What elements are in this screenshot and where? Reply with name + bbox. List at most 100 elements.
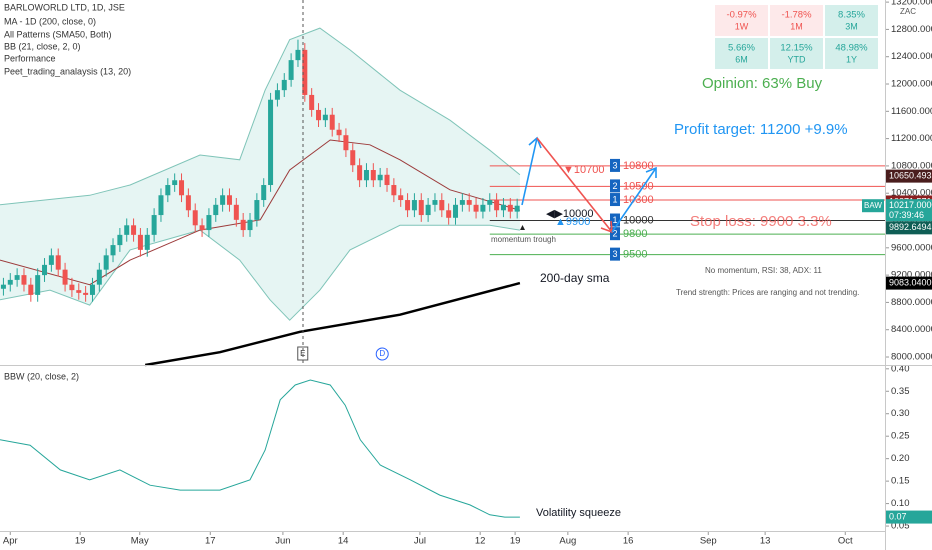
level-rank: 2 (612, 181, 617, 191)
candle-body (213, 204, 219, 216)
line (0, 27, 521, 206)
price-label: 9083.0400 (889, 277, 932, 287)
opinion: Opinion: 63% Buy (702, 75, 823, 92)
pivot-mark: ◀▶10000 (546, 208, 594, 220)
x-tick-label: Apr (3, 536, 18, 547)
candle-body (453, 204, 459, 218)
level-rank-box (610, 158, 620, 172)
candle-body (192, 210, 198, 226)
performance-cell (825, 38, 878, 69)
candle-body (28, 284, 34, 295)
level-rank: 1 (612, 215, 617, 225)
y-tick-label: 12400.0000 (891, 51, 932, 62)
candle-body (261, 185, 267, 201)
candle-body (137, 234, 143, 250)
symbol-tag-box (862, 199, 884, 213)
performance-change: 12.15% (780, 43, 813, 54)
y-tick-label: 9600.0000 (891, 242, 932, 253)
candle-body (151, 215, 157, 235)
y-tick-label: 12800.0000 (891, 24, 932, 35)
candle-body (384, 174, 390, 186)
candle-body (425, 204, 431, 216)
performance-cell (715, 5, 768, 36)
line (0, 379, 520, 518)
candle-body (206, 215, 212, 231)
candle-body (233, 204, 239, 220)
profit-target: Profit target: 11200 +9.9% (674, 121, 848, 138)
band-fill (0, 28, 520, 321)
stop-loss: Stop loss: 9900 3.3% (690, 213, 832, 230)
candle-body (398, 195, 404, 201)
price-label: 9892.6494 (889, 222, 932, 232)
momentum-note: No momentum, RSI: 38, ADX: 11 (705, 266, 822, 275)
y-tick-label: 0.05 (891, 521, 910, 532)
candle-body (35, 275, 41, 295)
y-tick-label: 11200.0000 (891, 133, 932, 144)
candle-body (480, 204, 486, 212)
exchange-tag: ZAC (900, 7, 916, 16)
level-label: 10300 (623, 194, 654, 206)
level-rank-box (610, 193, 620, 207)
arrow-up (521, 137, 538, 206)
x-tick-label: 12 (475, 536, 486, 547)
line (0, 224, 520, 321)
price-label: 0.07 (889, 511, 907, 521)
candle-body (357, 165, 363, 181)
candle-body (418, 200, 424, 216)
candle-body (172, 180, 178, 186)
stop-mark: ▲9900 (555, 216, 590, 228)
x-tick-label: 19 (510, 536, 521, 547)
countdown: 07:39:46 (889, 210, 924, 220)
price-label-box (886, 276, 932, 290)
symbol-tag: BAW (864, 201, 882, 210)
symbol-title: BARLOWORLD LTD, 1D, JSE (4, 2, 125, 12)
candle-body (185, 195, 191, 211)
candle-body (507, 204, 513, 212)
level-rank: 1 (612, 194, 617, 204)
candle-body (89, 284, 95, 295)
y-tick-label: 8400.0000 (891, 324, 932, 335)
x-tick-label: Sep (700, 536, 717, 547)
candle-body (274, 90, 280, 100)
event-marker (375, 347, 389, 361)
y-tick-label: 0.20 (891, 453, 910, 464)
candle-body (226, 195, 232, 205)
candle-body (411, 200, 417, 211)
performance-period: 1W (735, 21, 749, 31)
candle-body (514, 205, 520, 212)
x-tick-label: Aug (559, 536, 576, 547)
level-label: 10000 (623, 214, 654, 226)
indicator-name: Performance (4, 53, 56, 63)
event-label: E (300, 349, 305, 358)
level-rank-box (610, 227, 620, 241)
candle-body (500, 204, 506, 211)
candle-body (21, 275, 27, 285)
price-label: 10217.0000 (889, 200, 932, 210)
arrow-up (611, 167, 657, 233)
candle-body (268, 99, 274, 186)
candle-body (494, 200, 500, 211)
candle-body (144, 234, 150, 250)
price-label-box (886, 221, 932, 235)
candle-body (55, 255, 61, 270)
candle-body (165, 185, 171, 196)
level-rank-box (610, 213, 620, 227)
sma-label: 200-day sma (540, 271, 610, 285)
candle-body (370, 170, 376, 181)
candle-body (0, 284, 6, 289)
x-tick-label: Jul (414, 536, 426, 547)
candle-body (76, 290, 82, 293)
y-tick-label: 9200.0000 (891, 270, 932, 281)
performance-table: -0.97%1W -1.78%1M 8.35%3M 5.66%6M 12.15%YTD 4… (715, 5, 878, 69)
candle-body (446, 210, 452, 218)
y-tick-label: 0.10 (891, 498, 910, 509)
candle-body (14, 275, 20, 280)
candle-body (405, 200, 411, 211)
level-label: 9800 (623, 228, 647, 240)
squeeze-label: Volatility squeeze (536, 507, 621, 519)
arrow-down (536, 137, 613, 233)
